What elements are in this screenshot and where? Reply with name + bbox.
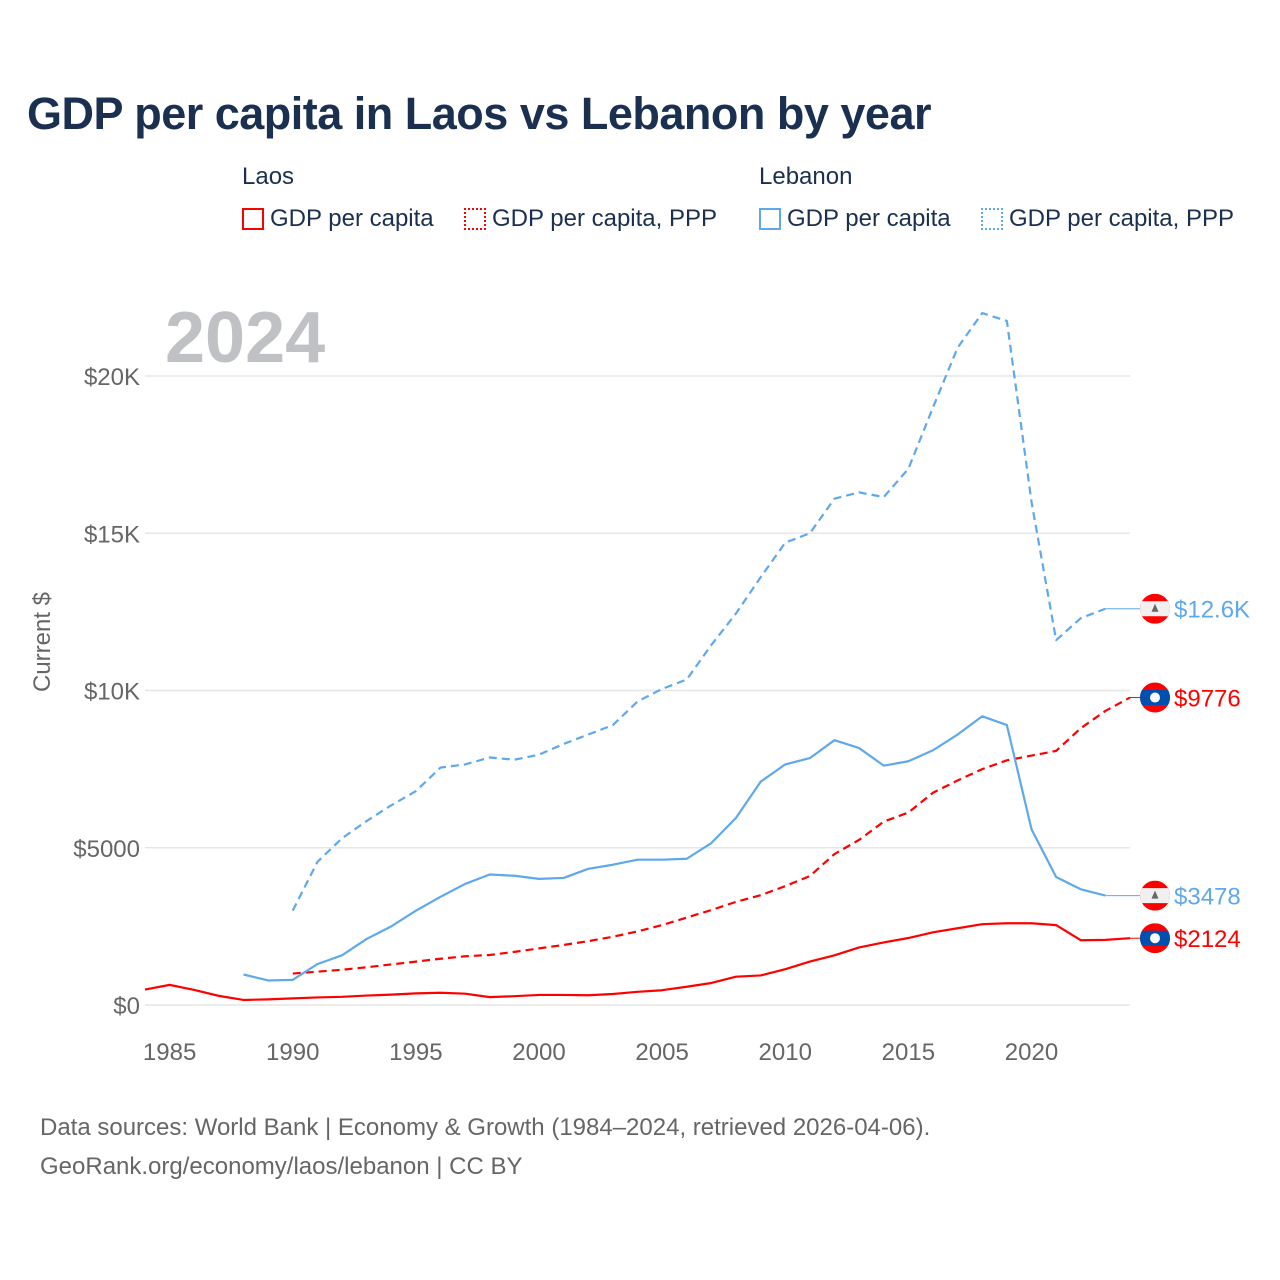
flag-disc <box>1150 692 1160 703</box>
laos-flag-icon <box>1140 682 1170 713</box>
legend-group-laos: Laos <box>242 163 295 190</box>
flag-body <box>1140 593 1170 624</box>
x-tick-label: 1995 <box>389 1039 442 1066</box>
lebanon-flag-icon <box>1140 880 1170 911</box>
y-tick-label: $20K <box>84 364 140 391</box>
cedar-icon <box>1151 603 1159 612</box>
x-tick-label: 2020 <box>1005 1039 1058 1066</box>
legend-swatch-dotted-red <box>464 208 486 230</box>
legend-lebanon-gdp-ppp[interactable]: GDP per capita, PPP <box>981 205 1234 233</box>
legend-laos-gdp-ppp[interactable]: GDP per capita, PPP <box>464 205 717 233</box>
chart-title: GDP per capita in Laos vs Lebanon by yea… <box>27 88 931 139</box>
y-axis-label: Current $ <box>29 592 56 692</box>
series-line-laos-gdp-per-capita-ppp <box>292 696 1131 975</box>
legend-swatch-dotted-blue <box>981 208 1003 230</box>
flag-body <box>1140 923 1170 954</box>
y-tick-label: $5000 <box>73 836 140 863</box>
y-tick-label: $15K <box>84 521 140 548</box>
end-value-label: $9776 <box>1174 686 1241 713</box>
legend-group-lebanon: Lebanon <box>759 163 853 190</box>
end-value-label: $3478 <box>1174 884 1241 911</box>
legend-lebanon-gdp[interactable]: GDP per capita <box>759 205 951 233</box>
x-tick-label: 1990 <box>266 1039 319 1066</box>
x-tick-label: 1985 <box>143 1039 196 1066</box>
y-tick-label: $0 <box>113 993 140 1020</box>
cedar-icon <box>1151 890 1159 899</box>
legend-label: GDP per capita, PPP <box>1009 205 1234 232</box>
year-watermark: 2024 <box>165 298 325 378</box>
footer-link[interactable]: GeoRank.org/economy/laos/lebanon | CC BY <box>40 1153 523 1180</box>
flag-disc <box>1150 933 1160 944</box>
flag-body <box>1140 880 1170 911</box>
y-tick-label: $10K <box>84 679 140 706</box>
legend-laos-gdp[interactable]: GDP per capita <box>242 205 434 233</box>
x-tick-label: 2015 <box>882 1039 935 1066</box>
flag-body <box>1140 682 1170 713</box>
end-value-label: $2124 <box>1174 926 1241 953</box>
x-tick-label: 2000 <box>512 1039 565 1066</box>
lebanon-flag-icon <box>1140 593 1170 624</box>
legend-label: GDP per capita, PPP <box>492 205 717 232</box>
footer-sources: Data sources: World Bank | Economy & Gro… <box>40 1114 931 1141</box>
footer: Data sources: World Bank | Economy & Gro… <box>40 1108 930 1186</box>
laos-flag-icon <box>1140 923 1170 954</box>
x-tick-label: 2010 <box>759 1039 812 1066</box>
x-tick-label: 2005 <box>635 1039 688 1066</box>
legend-label: GDP per capita <box>787 205 951 232</box>
legend-label: GDP per capita <box>270 205 434 232</box>
legend-swatch-solid-blue <box>759 208 781 230</box>
end-value-label: $12.6K <box>1174 597 1250 624</box>
series-line-lebanon-gdp-per-capita-ppp <box>291 312 1106 912</box>
legend-swatch-solid-red <box>242 208 264 230</box>
series-line-lebanon-gdp-per-capita <box>243 715 1106 982</box>
series-line-laos-gdp-per-capita <box>144 922 1131 1002</box>
